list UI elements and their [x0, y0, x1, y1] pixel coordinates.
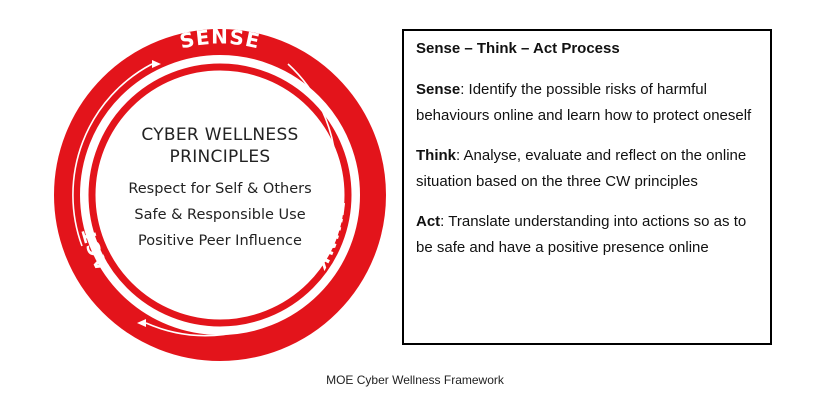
step-text: Translate understanding into actions so …: [416, 213, 747, 256]
process-step-think: Think: Analyse, evaluate and reflect on …: [416, 143, 756, 195]
arrowhead-act-to-sense: [152, 60, 161, 68]
process-heading: Sense – Think – Act Process: [416, 40, 620, 57]
step-label: Sense: [416, 81, 461, 98]
process-step-sense: Sense: Identify the possible risks of ha…: [416, 77, 756, 129]
principle-item: Respect for Self & Others: [128, 181, 312, 197]
step-text: Identify the possible risks of harmful b…: [416, 81, 752, 124]
outer-ring: [54, 29, 386, 361]
arrowhead-think-to-act: [137, 319, 146, 327]
arrowhead-sense-to-think: [332, 168, 340, 178]
principle-item: Safe & Responsible Use: [134, 207, 306, 223]
step-separator: :: [460, 81, 469, 98]
cycle-arrowheads: [137, 60, 340, 327]
step-label: Act: [416, 213, 441, 230]
figure-caption: MOE Cyber Wellness Framework: [326, 373, 504, 387]
process-step-act: Act: Translate understanding into action…: [416, 209, 756, 261]
step-text: Analyse, evaluate and reflect on the onl…: [416, 147, 747, 190]
step-separator: :: [456, 147, 464, 164]
principles-title-line: PRINCIPLES: [169, 147, 271, 167]
step-label: Think: [416, 147, 456, 164]
cycle-arrow-lines: [72, 63, 337, 337]
inner-ring: [88, 63, 352, 327]
principle-item: Positive Peer Influence: [138, 233, 302, 249]
cycle-diagram: SENSE THINK ACT: [54, 25, 386, 361]
principles-list: Respect for Self & Others Safe & Respons…: [90, 176, 350, 254]
process-box: Sense – Think – Act Process Sense: Ident…: [402, 29, 772, 345]
principles-title-line: CYBER WELLNESS: [141, 125, 299, 145]
principles-title: CYBER WELLNESS PRINCIPLES: [90, 124, 350, 168]
step-separator: :: [440, 213, 449, 230]
